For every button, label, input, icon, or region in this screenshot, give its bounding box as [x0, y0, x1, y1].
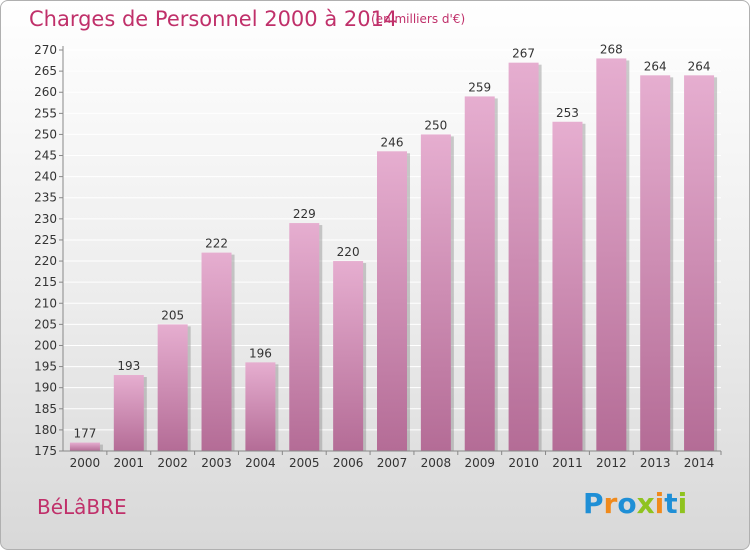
bar: [245, 362, 276, 451]
bar-value-label: 250: [424, 118, 447, 132]
x-tick-label: 2011: [552, 456, 583, 470]
y-tick-label: 205: [34, 317, 57, 331]
y-tick-label: 250: [34, 127, 57, 141]
bar: [377, 151, 407, 451]
bar-value-label: 267: [512, 47, 535, 61]
x-tick-label: 2001: [114, 456, 145, 470]
x-tick-label: 2005: [289, 456, 320, 470]
y-tick-label: 255: [34, 106, 57, 120]
logo-letter: o: [617, 487, 637, 520]
x-tick-label: 2000: [70, 456, 101, 470]
bar-value-label: 229: [293, 207, 316, 221]
bar: [69, 442, 100, 451]
x-tick-label: 2002: [157, 456, 188, 470]
bar: [464, 96, 495, 451]
chart-unit: (en milliers d'€): [371, 12, 466, 26]
bar: [113, 375, 144, 451]
y-tick-label: 200: [34, 338, 57, 352]
bars: [69, 58, 718, 452]
bar: [157, 324, 188, 451]
logo-letter: i: [677, 487, 688, 520]
y-tick-label: 270: [34, 43, 57, 57]
y-tick-label: 190: [34, 381, 57, 395]
bar: [640, 75, 671, 451]
bar: [684, 75, 715, 451]
bar: [289, 223, 320, 451]
x-tick-label: 2013: [640, 456, 671, 470]
bar: [420, 134, 451, 451]
x-tick-label: 2003: [201, 456, 232, 470]
logo-letter: P: [583, 487, 604, 520]
x-tick-label: 2012: [596, 456, 627, 470]
axes: [59, 46, 722, 455]
y-tick-label: 265: [34, 64, 57, 78]
bar-value-label: 259: [468, 80, 491, 94]
bar: [333, 261, 364, 451]
y-tick-label: 260: [34, 85, 57, 99]
x-tick-label: 2009: [464, 456, 495, 470]
y-tick-label: 185: [34, 402, 57, 416]
bar: [552, 121, 583, 451]
y-tick-label: 235: [34, 191, 57, 205]
bar-value-label: 246: [381, 135, 404, 149]
y-tick-label: 180: [34, 423, 57, 437]
bar-value-label: 193: [117, 359, 140, 373]
logo-letter: r: [603, 487, 618, 520]
commune-name: BéLâBRE: [37, 495, 127, 519]
y-tick-label: 215: [34, 275, 57, 289]
proxiti-logo: Proxiti: [583, 487, 687, 520]
labels: 175 180 185 190 195 200 205 210 215 220 225 230 235 2…: [34, 42, 714, 470]
bar-value-label: 196: [249, 346, 272, 360]
bar-value-label: 253: [556, 106, 579, 120]
logo-letter: x: [636, 487, 655, 520]
logo-letter: t: [664, 487, 678, 520]
y-tick-label: 240: [34, 170, 57, 184]
y-tick-label: 220: [34, 254, 57, 268]
x-tick-label: 2008: [421, 456, 452, 470]
x-tick-label: 2014: [684, 456, 715, 470]
bar-value-label: 220: [337, 245, 360, 259]
bar-value-label: 222: [205, 237, 228, 251]
x-tick-label: 2007: [377, 456, 408, 470]
bar-value-label: 268: [600, 42, 623, 56]
bar: [508, 62, 539, 452]
bar: [596, 58, 627, 451]
logo-letter: i: [654, 487, 665, 520]
x-tick-label: 2010: [508, 456, 539, 470]
x-tick-label: 2006: [333, 456, 364, 470]
y-tick-label: 225: [34, 233, 57, 247]
bar-value-label: 264: [644, 59, 667, 73]
y-tick-label: 195: [34, 360, 57, 374]
bar-value-label: 177: [73, 427, 96, 441]
chart-title: Charges de Personnel 2000 à 2014: [29, 7, 398, 31]
bar-value-label: 264: [688, 59, 711, 73]
bar-value-label: 205: [161, 308, 184, 322]
y-tick-label: 175: [34, 444, 57, 458]
y-tick-label: 230: [34, 212, 57, 226]
y-tick-label: 245: [34, 149, 57, 163]
bar: [201, 252, 232, 451]
x-tick-label: 2004: [245, 456, 276, 470]
y-tick-label: 210: [34, 296, 57, 310]
